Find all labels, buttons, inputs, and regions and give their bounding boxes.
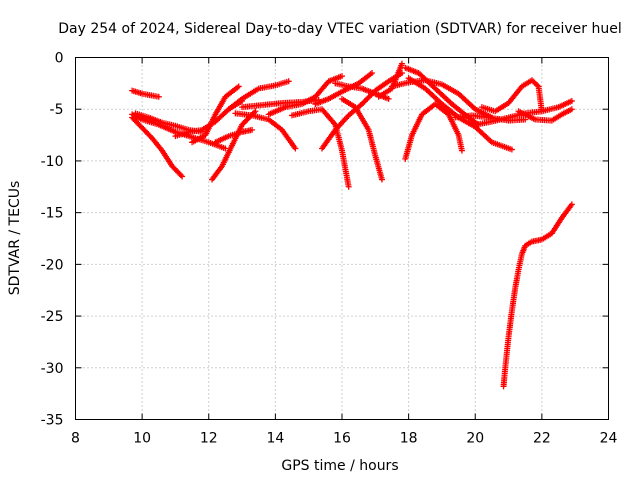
data-point	[345, 183, 352, 190]
data-point	[568, 201, 575, 208]
data-point	[358, 101, 365, 108]
series-arc-01	[129, 87, 162, 100]
x-tick-label: 16	[333, 431, 351, 447]
y-tick-label: -10	[41, 154, 64, 170]
data-point	[252, 108, 259, 115]
data-point	[235, 83, 242, 90]
series-arc-13	[289, 106, 352, 190]
series-arc-25	[478, 77, 545, 115]
series-arc-18	[375, 60, 405, 100]
data-markers	[129, 60, 575, 390]
y-tick-label: -35	[41, 413, 64, 429]
data-point	[360, 99, 367, 106]
chart-title: Day 254 of 2024, Sidereal Day-to-day VTE…	[58, 21, 621, 37]
series-arc-12	[265, 73, 345, 118]
series-arc-16	[339, 95, 385, 183]
series-arc-26	[515, 106, 575, 124]
data-point	[458, 147, 465, 154]
data-point	[243, 117, 250, 124]
x-axis-label: GPS time / hours	[281, 458, 398, 474]
data-point	[239, 121, 246, 128]
series-arc-10	[232, 110, 299, 152]
data-point	[339, 73, 345, 80]
data-point	[179, 173, 186, 180]
data-point	[249, 126, 256, 133]
series-arc-24	[472, 97, 575, 128]
x-tick-label: 20	[466, 431, 484, 447]
x-tick-label: 24	[600, 431, 618, 447]
x-tick-label: 22	[533, 431, 551, 447]
data-point	[568, 106, 575, 113]
y-tick-label: -5	[50, 102, 64, 118]
data-point	[240, 120, 247, 127]
data-point	[378, 176, 385, 183]
y-tick-label: -30	[41, 361, 64, 377]
x-tick-label: 12	[200, 431, 218, 447]
series-arc-08	[225, 78, 292, 113]
series-arc-07	[189, 83, 242, 146]
data-point	[508, 146, 515, 153]
data-point	[568, 97, 575, 104]
x-tick-label: 10	[133, 431, 151, 447]
x-tick-label: 18	[400, 431, 418, 447]
data-point	[177, 172, 184, 179]
y-axis-label: SDTVAR / TECUs	[7, 181, 23, 296]
data-point	[292, 145, 299, 152]
data-point	[364, 95, 371, 102]
y-axis-ticks: 0 -5 -10 -15 -20 -25 -30 -35	[41, 51, 609, 429]
series-arc-09	[212, 126, 256, 146]
series-arc-03	[129, 114, 186, 180]
data-point	[241, 119, 248, 126]
data-point	[538, 108, 545, 115]
y-tick-label: -15	[41, 206, 64, 222]
data-point	[365, 94, 372, 101]
data-point	[285, 78, 292, 85]
data-point	[398, 60, 405, 67]
data-point	[155, 93, 162, 100]
x-tick-label: 14	[266, 431, 284, 447]
y-tick-label: -20	[41, 257, 64, 273]
series-arc-27	[500, 201, 575, 390]
data-point	[244, 116, 251, 123]
x-axis-ticks: 8 10 12 14 16 18 20 22 24	[71, 57, 618, 447]
data-point	[385, 95, 392, 102]
series-arc-22	[405, 75, 515, 153]
x-tick-label: 8	[71, 431, 80, 447]
y-tick-label: 0	[55, 51, 64, 67]
y-tick-label: -25	[41, 309, 64, 325]
data-point	[534, 82, 541, 89]
data-point	[361, 98, 368, 105]
data-point	[362, 97, 369, 104]
series-arc-20	[402, 101, 465, 162]
data-point	[368, 70, 375, 77]
